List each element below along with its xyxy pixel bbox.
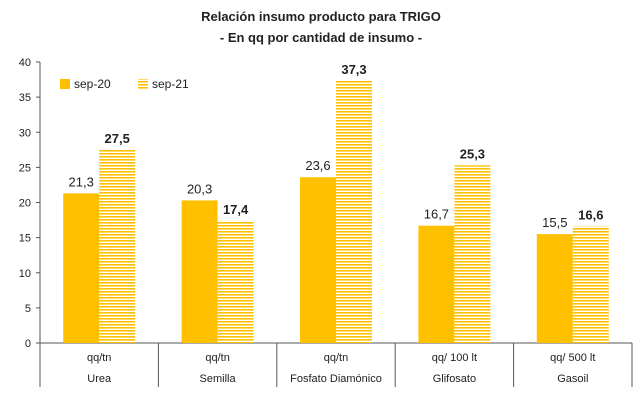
data-label-sep-21: 27,5 <box>105 131 130 146</box>
y-tick-label: 0 <box>25 338 31 350</box>
bars <box>63 80 609 343</box>
x-unit-label: qq/tn <box>324 352 348 364</box>
bar-sep-20 <box>300 177 336 343</box>
data-label-sep-21: 25,3 <box>460 146 485 161</box>
x-unit-label: qq/tn <box>205 352 229 364</box>
legend-label-sep-20: sep-20 <box>74 77 111 91</box>
data-label-sep-21: 17,4 <box>223 202 249 217</box>
x-category-label: Semilla <box>200 373 237 385</box>
bar-sep-21 <box>572 226 609 343</box>
bar-sep-21 <box>217 220 254 343</box>
y-tick-label: 25 <box>19 162 31 174</box>
bar-sep-20 <box>181 200 218 343</box>
bar-sep-21 <box>454 165 491 343</box>
x-unit-label: qq/tn <box>87 352 111 364</box>
x-category-label: Fosfato Diamónico <box>290 373 382 385</box>
data-label-sep-21: 37,3 <box>341 62 366 77</box>
y-tick-label: 20 <box>19 198 31 210</box>
legend-swatch-sep-20 <box>60 79 70 89</box>
bar-sep-20 <box>536 234 573 343</box>
data-label-sep-20: 15,5 <box>542 215 567 230</box>
y-tick-label: 40 <box>19 57 31 69</box>
data-label-sep-20: 21,3 <box>69 174 94 189</box>
x-unit-label: qq/ 100 lt <box>432 352 477 364</box>
bar-sep-20 <box>418 225 455 343</box>
bar-sep-21 <box>336 80 372 343</box>
chart-subtitle: - En qq por cantidad de insumo - <box>219 30 423 45</box>
x-category-label: Urea <box>87 373 112 385</box>
y-tick-label: 35 <box>19 92 31 104</box>
legend-swatch-sep-21 <box>138 79 148 89</box>
data-label-sep-20: 23,6 <box>305 158 330 173</box>
chart-title: Relación insumo producto para TRIGO <box>201 9 441 24</box>
x-category-label: Glifosato <box>433 373 476 385</box>
bar-sep-20 <box>63 193 100 343</box>
x-unit-label: qq/ 500 lt <box>550 352 595 364</box>
data-label-sep-20: 20,3 <box>187 181 212 196</box>
labels: 21,3 27,5 qq/tn Urea 20,3 17,4 qq/tn Semilla 23,… <box>69 62 604 385</box>
data-label-sep-21: 16,6 <box>578 207 603 222</box>
y-tick-label: 30 <box>19 127 31 139</box>
y-tick-label: 15 <box>19 233 31 245</box>
y-tick-label: 5 <box>25 303 31 315</box>
x-category-label: Gasoil <box>557 373 588 385</box>
y-tick-label: 10 <box>19 268 31 280</box>
legend-label-sep-21: sep-21 <box>152 77 189 91</box>
data-label-sep-20: 16,7 <box>424 207 449 222</box>
bar-sep-21 <box>99 149 136 343</box>
legend: sep-20 sep-21 <box>60 77 189 91</box>
